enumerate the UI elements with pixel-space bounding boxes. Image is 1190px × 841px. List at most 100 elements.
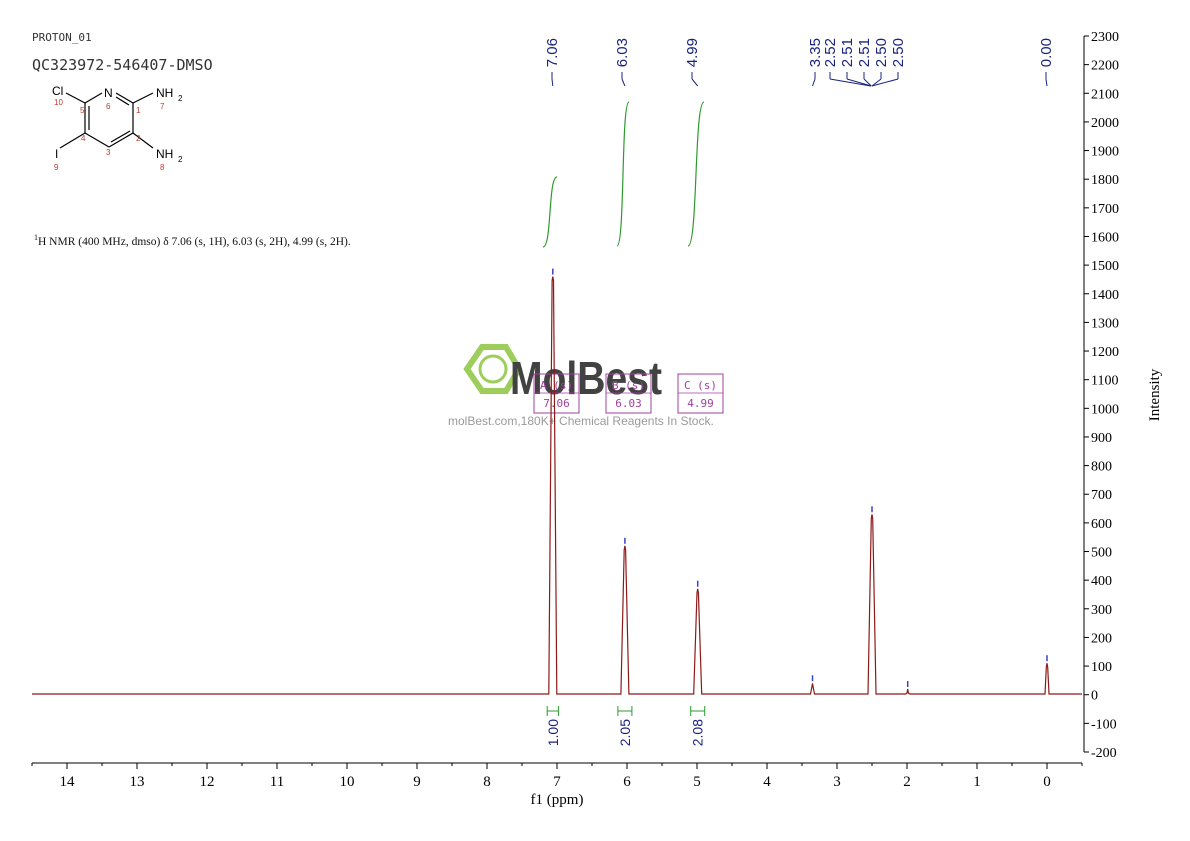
y-tick-label: 1500 <box>1091 259 1119 274</box>
y-tick-label: 0 <box>1091 689 1098 704</box>
integral-value: 2.05 <box>617 719 633 746</box>
x-tick-label: 12 <box>200 774 215 790</box>
y-tick-label: 300 <box>1091 603 1112 618</box>
multiplet-label: A (s) <box>540 379 573 392</box>
multiplet-shift: 6.03 <box>615 397 642 410</box>
axes-layer: 14 13 12 11 10 9 8 7 6 5 4 3 2 1 0f1 (ppm)230022002100… <box>31 30 1163 808</box>
peak-label: 2.50 <box>873 38 890 67</box>
multiplet-shift: 4.99 <box>687 397 714 410</box>
atom-number-9: 9 <box>54 163 59 172</box>
peak-label: 3.35 <box>807 38 824 67</box>
watermark-ring-icon <box>478 354 508 384</box>
y-tick-label: 200 <box>1091 631 1112 646</box>
bond-c1-n6-inner <box>115 96 130 106</box>
y-tick-label: 1600 <box>1091 230 1119 245</box>
peak-label-connector <box>871 78 882 87</box>
x-tick-label: 14 <box>60 774 76 790</box>
atom-number-10: 10 <box>54 98 63 107</box>
integral-value: 2.08 <box>690 719 706 746</box>
peak-label-layer: 7.06 6.03 4.99 3.352.52 2.51 2.51 2.50 2.50 0.00 <box>544 38 1055 87</box>
spectrum-layer <box>32 268 1082 695</box>
y-tick-label: 800 <box>1091 460 1112 475</box>
bond-c2-nh2 <box>132 132 154 149</box>
peak-label-connector <box>551 78 554 87</box>
atom-number-6: 6 <box>106 102 111 111</box>
peak-label: 7.06 <box>544 38 561 67</box>
atom-number-7: 7 <box>160 102 165 111</box>
x-tick-label: 10 <box>340 774 355 790</box>
y-tick-label: 1300 <box>1091 316 1119 331</box>
sample-id: QC323972-546407-DMSO <box>32 56 213 74</box>
y-tick-label: 2000 <box>1091 116 1119 131</box>
y-tick-label: 1200 <box>1091 345 1119 360</box>
bond-c3-c2-inner <box>110 130 131 143</box>
x-tick-label: 9 <box>413 774 421 790</box>
integral-curve <box>616 101 630 247</box>
multiplet-label: B (s) <box>612 379 645 392</box>
bond-n6-c5 <box>84 92 103 104</box>
x-tick-label: 13 <box>130 774 145 790</box>
y-tick-label: 900 <box>1091 431 1112 446</box>
peak-label-connector <box>1045 78 1048 87</box>
nmr-description: 1H NMR (400 MHz, dmso) δ 7.06 (s, 1H), 6… <box>34 233 351 248</box>
chemical-structure <box>59 92 154 149</box>
multiplet-box <box>605 373 652 414</box>
peak-label-connector <box>846 78 872 87</box>
peak-label: 6.03 <box>614 38 631 67</box>
atom-i: I <box>55 147 58 161</box>
integral-curve <box>687 101 705 247</box>
atom-nh2-top: NH <box>156 86 173 100</box>
bond-c1-n6 <box>115 92 134 104</box>
x-tick-label: 4 <box>763 774 771 790</box>
y-tick-label: 700 <box>1091 488 1112 503</box>
atom-number-4: 4 <box>81 134 86 143</box>
peak-label: 2.50 <box>890 38 907 67</box>
y-tick-label: 1100 <box>1091 374 1118 389</box>
multiplet-box <box>677 373 724 414</box>
y-tick-label: 1900 <box>1091 145 1119 160</box>
integral-value: 1.00 <box>545 719 561 746</box>
y-tick-label: 1400 <box>1091 288 1119 303</box>
peak-label-connector <box>691 78 699 87</box>
x-tick-label: 11 <box>270 774 284 790</box>
multiplet-shift: 7.06 <box>543 397 570 410</box>
atom-number-8: 8 <box>160 163 165 172</box>
atom-number-5: 5 <box>80 106 85 115</box>
y-tick-label: 1000 <box>1091 402 1119 417</box>
y-tick-label: 2100 <box>1091 87 1119 102</box>
peak-label: 2.52 <box>822 38 839 67</box>
y-tick-label: 400 <box>1091 574 1112 589</box>
watermark-hexagon-icon <box>463 344 523 394</box>
spectrum-name: PROTON_01 <box>32 31 92 44</box>
atom-n6: N <box>104 86 113 100</box>
watermark-brand: MolBest <box>510 352 662 404</box>
peak-label-connector <box>871 78 899 87</box>
peak-label: 2.51 <box>856 38 873 67</box>
y-tick-label: 500 <box>1091 546 1112 561</box>
y-axis-label: Intensity <box>1147 368 1163 421</box>
peak-label: 4.99 <box>684 38 701 67</box>
watermark-logo: MolBest <box>463 344 662 404</box>
nmr-description-text: H NMR (400 MHz, dmso) δ 7.06 (s, 1H), 6.… <box>38 235 351 248</box>
y-tick-label: 100 <box>1091 660 1112 675</box>
bond-c3-c2 <box>108 132 134 148</box>
x-tick-label: 7 <box>553 774 561 790</box>
bond-c4-c3 <box>84 132 110 148</box>
x-tick-label: 2 <box>903 774 911 790</box>
y-tick-label: 2200 <box>1091 59 1119 74</box>
multiplet-box <box>533 373 580 414</box>
atom-nh2-top-sub: 2 <box>178 94 183 103</box>
peak-label-connector <box>621 78 626 87</box>
peak-label-connector <box>863 78 872 87</box>
peak-label-connector <box>829 78 871 87</box>
nmr-description-superscript: 1 <box>34 233 38 242</box>
peak-label: 2.51 <box>839 38 856 67</box>
atom-number-3: 3 <box>106 148 111 157</box>
spectrum-line <box>32 276 1082 695</box>
x-tick-label: 5 <box>693 774 701 790</box>
multiplet-label: C (s) <box>684 379 717 392</box>
multiplet-layer: A (s) 7.06 B (s) 6.03 C (s) 4.99 <box>533 373 724 414</box>
x-tick-label: 8 <box>483 774 491 790</box>
integral-layer: 1.00 2.05 2.08 <box>542 101 706 746</box>
y-tick-label: 600 <box>1091 517 1112 532</box>
